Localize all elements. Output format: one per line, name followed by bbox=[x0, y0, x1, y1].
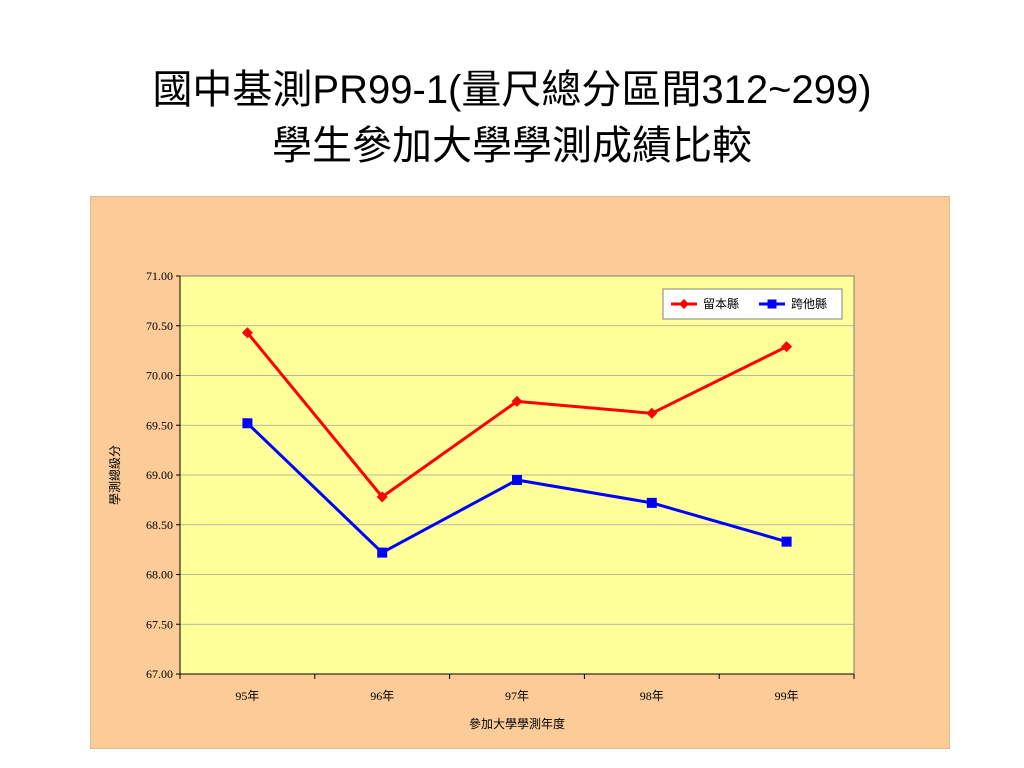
gridlines bbox=[180, 325, 854, 625]
data-point bbox=[241, 327, 253, 339]
title-line-1: 國中基測PR99-1(量尺總分區間312~299) bbox=[152, 68, 872, 112]
data-point bbox=[377, 547, 388, 558]
x-tick-label: 97年 bbox=[505, 689, 529, 703]
x-tick-label: 96年 bbox=[370, 689, 394, 703]
data-point bbox=[376, 491, 388, 503]
data-point bbox=[511, 395, 523, 407]
data-point bbox=[781, 536, 792, 547]
title-line-2: 學生參加大學學測成績比較 bbox=[272, 124, 752, 168]
line-chart: 71.00 70.50 70.00 69.50 69.00 68.50 68.00 67.50… bbox=[107, 269, 855, 731]
x-axis-title: 參加大學學測年度 bbox=[469, 716, 565, 731]
y-tick-label: 68.00 bbox=[146, 568, 173, 582]
data-point bbox=[512, 474, 522, 485]
y-tick-label: 70.50 bbox=[146, 319, 173, 333]
series-1 bbox=[241, 327, 793, 503]
data-point bbox=[646, 497, 657, 508]
y-tick-label: 67.50 bbox=[146, 617, 173, 631]
x-tick-label: 99年 bbox=[775, 689, 799, 703]
data-point bbox=[242, 418, 253, 429]
data-point bbox=[646, 407, 658, 419]
series-group bbox=[241, 327, 793, 558]
legend-label: 跨他縣 bbox=[791, 297, 827, 311]
chart-area: 71.00 70.50 70.00 69.50 69.00 68.50 68.00 67.50… bbox=[90, 196, 950, 749]
y-tick-label: 68.50 bbox=[146, 518, 173, 532]
legend-marker bbox=[679, 299, 689, 309]
series-2 bbox=[242, 418, 792, 558]
legend-item: 跨他縣 bbox=[759, 297, 827, 311]
legend-item: 留本縣 bbox=[671, 297, 739, 311]
legend-label: 留本縣 bbox=[703, 297, 739, 311]
slide-title: 國中基測PR99-1(量尺總分區間312~299) 學生參加大學學測成績比較 bbox=[0, 62, 1024, 174]
y-axis-title: 學測總級分 bbox=[107, 445, 122, 505]
legend: 留本縣 跨他縣 bbox=[662, 288, 843, 320]
x-tick-label: 98年 bbox=[640, 689, 664, 703]
data-point bbox=[781, 341, 793, 353]
y-tick-label: 71.00 bbox=[146, 269, 173, 283]
y-tick-label: 70.00 bbox=[146, 369, 173, 383]
y-tick-label: 69.50 bbox=[146, 418, 173, 432]
y-tick-label: 69.00 bbox=[146, 468, 173, 482]
y-axis-ticks: 71.00 70.50 70.00 69.50 69.00 68.50 68.00 67.50… bbox=[146, 269, 180, 681]
y-tick-label: 67.00 bbox=[146, 667, 173, 681]
x-axis-ticks: 95年 96年 97年 98年 99年 bbox=[179, 674, 855, 703]
legend-marker bbox=[767, 299, 777, 309]
x-tick-label: 95年 bbox=[235, 689, 259, 703]
